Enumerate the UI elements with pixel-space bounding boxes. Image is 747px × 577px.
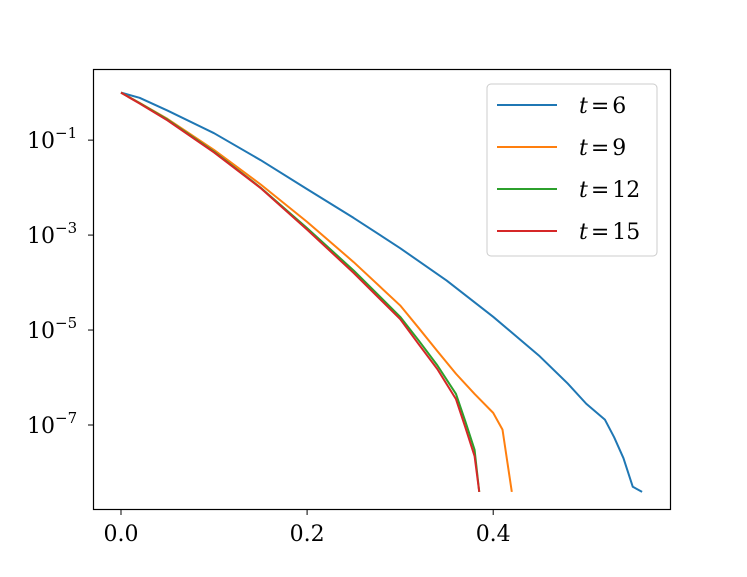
legend-label-value: 15 <box>612 220 640 245</box>
y-tick-label: 10−3 <box>27 219 77 249</box>
legend-label-equals: = <box>591 94 609 119</box>
legend-label-equals: = <box>591 178 609 203</box>
x-tick-label: 0.4 <box>476 522 511 547</box>
y-tick-exponent: −1 <box>55 124 77 142</box>
y-tick-base: 10 <box>27 414 55 439</box>
x-tick-label: 0.2 <box>290 522 325 547</box>
y-tick-label: 10−5 <box>27 314 77 344</box>
legend-label-value: 6 <box>612 94 626 119</box>
series-line-t15 <box>120 91 481 493</box>
legend-label-variable: t <box>579 94 588 119</box>
legend-label-t9: t = 9 <box>579 136 626 161</box>
legend-label-value: 12 <box>612 178 640 203</box>
plot-frame <box>92 68 672 511</box>
legend-label-t15: t = 15 <box>579 220 640 245</box>
legend-label-t6: t = 6 <box>579 94 626 119</box>
legend-label-variable: t <box>579 136 588 161</box>
legend-label-variable: t <box>579 220 588 245</box>
legend-box <box>486 83 658 257</box>
y-tick-label: 10−7 <box>27 409 77 439</box>
series-layer <box>120 91 643 493</box>
y-tick-exponent: −3 <box>55 219 77 237</box>
y-tick-base: 10 <box>27 129 55 154</box>
x-tick-label: 0.0 <box>103 522 138 547</box>
legend-label-t12: t = 12 <box>579 178 640 203</box>
legend: t = 6t = 9t = 12t = 15 <box>486 83 658 257</box>
y-tick-base: 10 <box>27 319 55 344</box>
legend-label-variable: t <box>579 178 588 203</box>
axis-ticks: 0.0 0.2 0.410−110−310−510−7 <box>27 124 511 547</box>
y-tick-exponent: −7 <box>55 409 77 427</box>
series-line-t6 <box>120 91 643 493</box>
y-tick-base: 10 <box>27 224 55 249</box>
y-tick-exponent: −5 <box>55 314 77 332</box>
legend-label-value: 9 <box>612 136 626 161</box>
legend-label-equals: = <box>591 136 609 161</box>
legend-label-equals: = <box>591 220 609 245</box>
y-tick-label: 10−1 <box>27 124 77 154</box>
